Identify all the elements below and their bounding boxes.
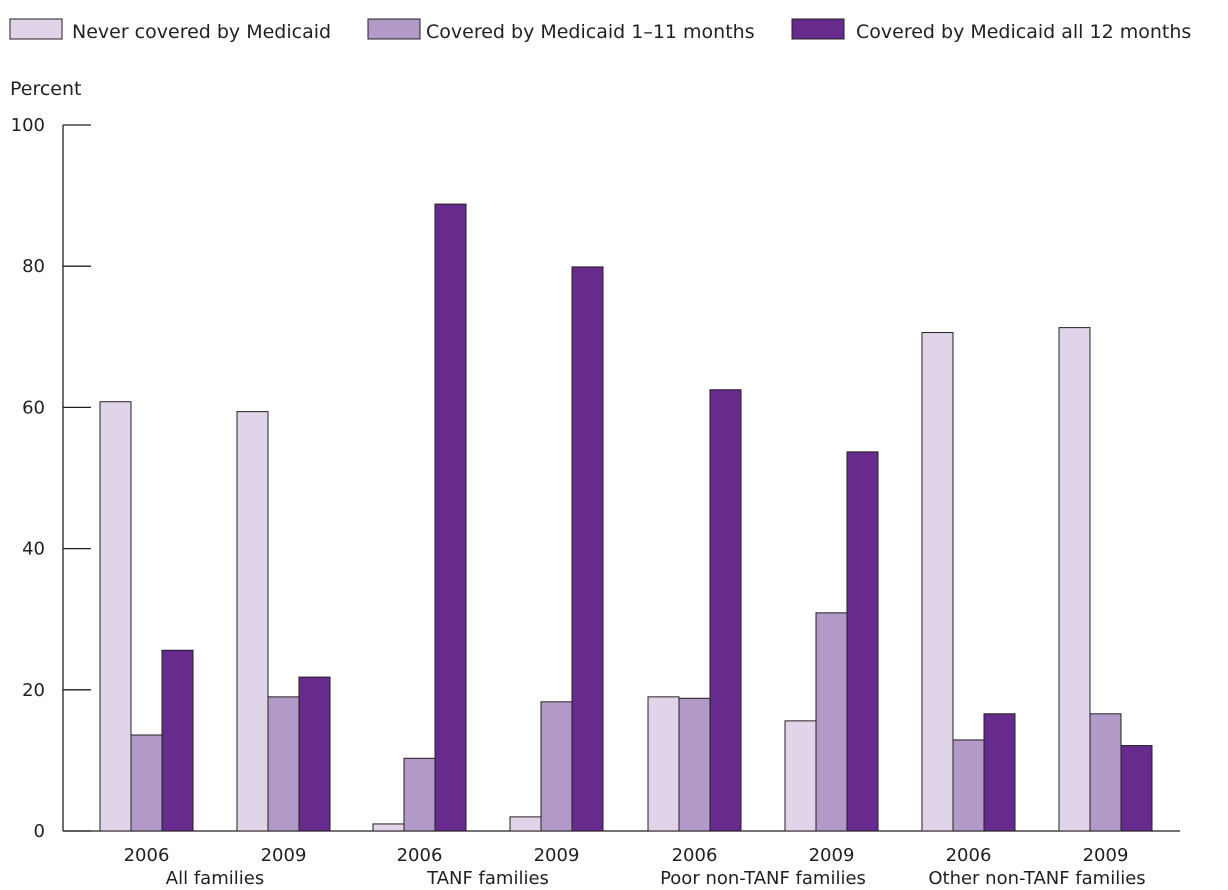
bar: [846, 451, 879, 832]
legend-swatch: [9, 18, 63, 40]
bar: [509, 816, 542, 832]
bar: [784, 720, 817, 832]
bar: [403, 757, 436, 832]
x-tick-label: 2006: [124, 845, 170, 866]
group-label: Poor non-TANF families: [660, 868, 866, 889]
group-label: All families: [166, 868, 264, 889]
bar: [1089, 713, 1122, 832]
legend-label: Never covered by Medicaid: [72, 21, 331, 43]
bar: [983, 713, 1016, 832]
bar: [236, 411, 269, 832]
x-tick-label: 2006: [946, 845, 992, 866]
x-tick-label: 2009: [261, 845, 307, 866]
bar: [130, 734, 163, 832]
y-tick-label: 100: [11, 115, 45, 136]
y-tick-label: 40: [22, 539, 45, 560]
legend-label: Covered by Medicaid all 12 months: [856, 21, 1191, 43]
bar: [267, 696, 300, 832]
bar: [298, 676, 331, 832]
legend: Never covered by Medicaid Covered by Medi…: [9, 18, 1191, 43]
x-tick-label: 2009: [534, 845, 580, 866]
bar: [540, 701, 573, 832]
bar: [952, 739, 985, 832]
bar: [647, 696, 680, 832]
x-tick-label: 2009: [809, 845, 855, 866]
bar: [434, 203, 467, 832]
bar: [161, 649, 194, 832]
bar: [1058, 327, 1091, 832]
bars: [99, 203, 1153, 832]
x-tick-label: 2009: [1083, 845, 1129, 866]
bar: [372, 823, 405, 832]
y-tick-label: 20: [22, 680, 45, 701]
y-tick-label: 80: [22, 256, 45, 277]
legend-swatch: [791, 18, 845, 40]
bar: [1120, 745, 1153, 832]
group-label: Other non-TANF families: [928, 868, 1145, 889]
x-tick-label: 2006: [397, 845, 443, 866]
bar: [99, 401, 132, 832]
y-axis-label: Percent: [10, 78, 82, 100]
bar: [678, 697, 711, 832]
legend-swatch: [367, 18, 421, 40]
bar: [815, 612, 848, 832]
group-label: TANF families: [426, 868, 549, 889]
y-ticks: 0 20 40 60 80 100: [11, 115, 91, 842]
x-tick-label: 2006: [672, 845, 718, 866]
bar: [921, 332, 954, 832]
y-tick-label: 0: [34, 821, 45, 842]
bar: [709, 389, 742, 832]
bar: [571, 266, 604, 832]
y-tick-label: 60: [22, 397, 45, 418]
legend-label: Covered by Medicaid 1–11 months: [426, 21, 755, 43]
